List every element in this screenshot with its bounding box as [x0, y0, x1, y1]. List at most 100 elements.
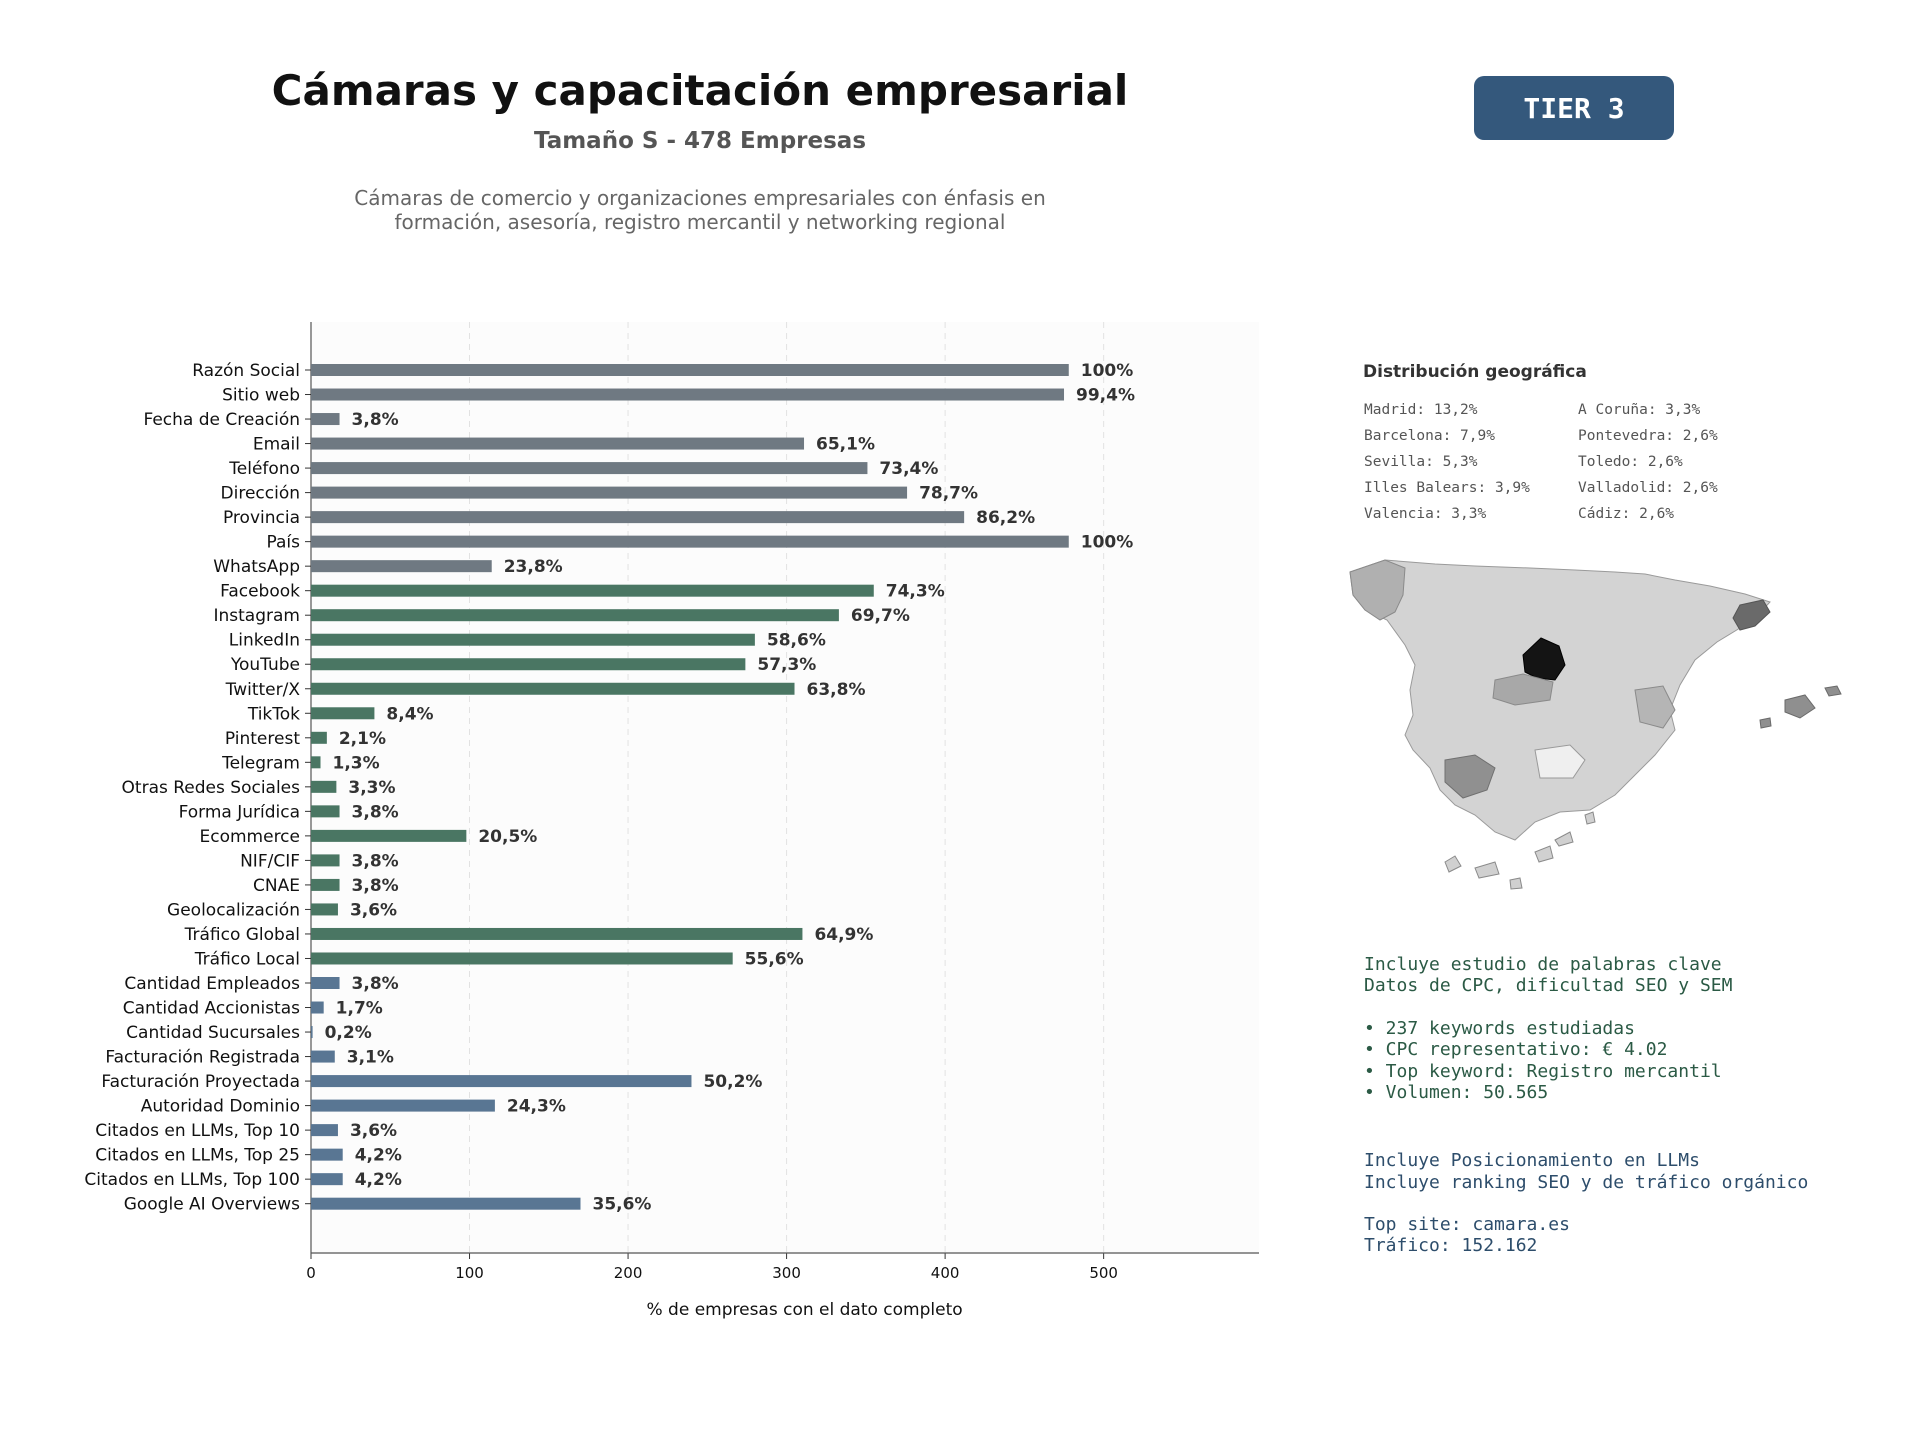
- bar-value-label: 64,9%: [814, 925, 873, 945]
- bar-category-label: Ecommerce: [200, 827, 301, 847]
- description-line-1: Cámaras de comercio y organizaciones emp…: [354, 186, 1046, 210]
- spain-map: [1349, 559, 1842, 890]
- bar: [311, 780, 337, 793]
- bar-category-label: CNAE: [253, 876, 300, 896]
- bar-category-label: TikTok: [247, 704, 300, 724]
- bar-category-label: Cantidad Sucursales: [126, 1023, 300, 1043]
- bar: [311, 1050, 335, 1063]
- bar: [311, 1026, 313, 1039]
- map-jaen: [1534, 744, 1586, 779]
- bar: [311, 1197, 581, 1210]
- page-description: Cámaras de comercio y organizaciones emp…: [200, 186, 1200, 234]
- bar-value-label: 24,3%: [507, 1097, 566, 1117]
- bar: [311, 1001, 324, 1014]
- bar: [311, 952, 733, 965]
- bar-category-label: Teléfono: [228, 459, 300, 479]
- bar-category-label: Facturación Proyectada: [101, 1072, 300, 1092]
- bar-value-label: 100%: [1081, 361, 1134, 381]
- x-tick-label: 200: [614, 1264, 643, 1282]
- map-galicia: [1349, 559, 1406, 621]
- bar-category-label: Otras Redes Sociales: [122, 778, 301, 798]
- geo-item: Barcelona: 7,9%: [1364, 428, 1495, 444]
- description-line-2: formación, asesoría, registro mercantil …: [394, 210, 1006, 234]
- bar-category-label: Facturación Registrada: [105, 1048, 300, 1068]
- bar: [311, 1173, 343, 1186]
- bar-value-label: 86,2%: [976, 508, 1035, 528]
- bar: [311, 903, 338, 916]
- map-madrid: [1522, 637, 1566, 681]
- bar-value-label: 1,7%: [336, 999, 383, 1019]
- bar-category-label: Fecha de Creación: [143, 410, 300, 430]
- bar: [311, 707, 375, 720]
- map-valencia: [1634, 685, 1676, 729]
- x-axis-label: % de empresas con el dato completo: [646, 1300, 962, 1320]
- bar-value-label: 3,8%: [352, 876, 399, 896]
- geo-item: Pontevedra: 2,6%: [1578, 428, 1718, 444]
- bar-value-label: 78,7%: [919, 484, 978, 504]
- geo-item: A Coruña: 3,3%: [1578, 402, 1701, 418]
- bar-value-label: 0,2%: [325, 1023, 372, 1043]
- bar-value-label: 50,2%: [703, 1072, 762, 1092]
- map-balearics: [1759, 685, 1842, 729]
- bar-category-label: Twitter/X: [225, 680, 301, 700]
- seo-bullet: • Top keyword: Registro mercantil: [1364, 1061, 1722, 1082]
- bar: [311, 1075, 692, 1088]
- tier-badge: TIER 3: [1474, 76, 1674, 140]
- seo-bullet: • CPC representativo: € 4.02: [1364, 1039, 1668, 1060]
- seo-bullet: • Volumen: 50.565: [1364, 1082, 1549, 1103]
- geo-item: Illes Balears: 3,9%: [1364, 480, 1530, 496]
- bar-value-label: 3,6%: [350, 1121, 397, 1141]
- x-tick-label: 400: [931, 1264, 960, 1282]
- bar-category-label: Citados en LLMs, Top 100: [84, 1170, 300, 1190]
- bar-value-label: 4,2%: [355, 1170, 402, 1190]
- geo-title: Distribución geográfica: [1363, 362, 1587, 382]
- llm-traffic: Tráfico: 152.162: [1364, 1235, 1538, 1256]
- map-toledo: [1492, 673, 1554, 706]
- bar-category-label: Telegram: [221, 753, 300, 773]
- bar: [311, 511, 965, 524]
- bar-category-label: Forma Jurídica: [179, 802, 300, 822]
- bar: [311, 658, 746, 671]
- bar-category-label: Instagram: [214, 606, 301, 626]
- bar-category-label: Dirección: [221, 484, 300, 504]
- bar-category-label: YouTube: [230, 655, 300, 675]
- bar: [311, 584, 874, 597]
- page-title: Cámaras y capacitación empresarial: [271, 66, 1129, 115]
- bar-value-label: 4,2%: [355, 1146, 402, 1166]
- bar-category-label: WhatsApp: [213, 557, 300, 577]
- bar: [311, 878, 340, 891]
- bar: [311, 486, 908, 499]
- plot-area: [311, 322, 1259, 1253]
- bar-value-label: 8,4%: [386, 704, 433, 724]
- bar: [311, 535, 1069, 548]
- bar-value-label: 3,1%: [347, 1048, 394, 1068]
- bar: [311, 927, 803, 940]
- bar-category-label: Razón Social: [192, 361, 300, 381]
- bar: [311, 731, 327, 744]
- bar: [311, 388, 1065, 401]
- x-tick-label: 0: [306, 1264, 316, 1282]
- bar: [311, 1099, 495, 1112]
- bar-value-label: 3,8%: [352, 974, 399, 994]
- map-canaries: [1444, 811, 1596, 890]
- geo-item: Valladolid: 2,6%: [1578, 480, 1718, 496]
- bar-value-label: 69,7%: [851, 606, 910, 626]
- bar: [311, 1148, 343, 1161]
- bar: [311, 609, 839, 622]
- bar: [311, 756, 321, 769]
- bar-value-label: 35,6%: [592, 1195, 651, 1215]
- llm-site: Top site: camara.es: [1364, 1214, 1570, 1235]
- bar-category-label: LinkedIn: [229, 631, 300, 651]
- bar: [311, 560, 492, 573]
- bar-value-label: 57,3%: [757, 655, 816, 675]
- bar: [311, 805, 340, 818]
- bar: [311, 364, 1069, 376]
- bar-value-label: 2,1%: [339, 729, 386, 749]
- bar-category-label: Cantidad Accionistas: [123, 999, 300, 1019]
- bar-category-label: NIF/CIF: [240, 851, 300, 871]
- bar-value-label: 55,6%: [745, 949, 804, 969]
- geo-item: Valencia: 3,3%: [1364, 506, 1487, 522]
- bar-category-label: Cantidad Empleados: [124, 974, 300, 994]
- bar-category-label: Autoridad Dominio: [141, 1097, 300, 1117]
- bar-value-label: 20,5%: [478, 827, 537, 847]
